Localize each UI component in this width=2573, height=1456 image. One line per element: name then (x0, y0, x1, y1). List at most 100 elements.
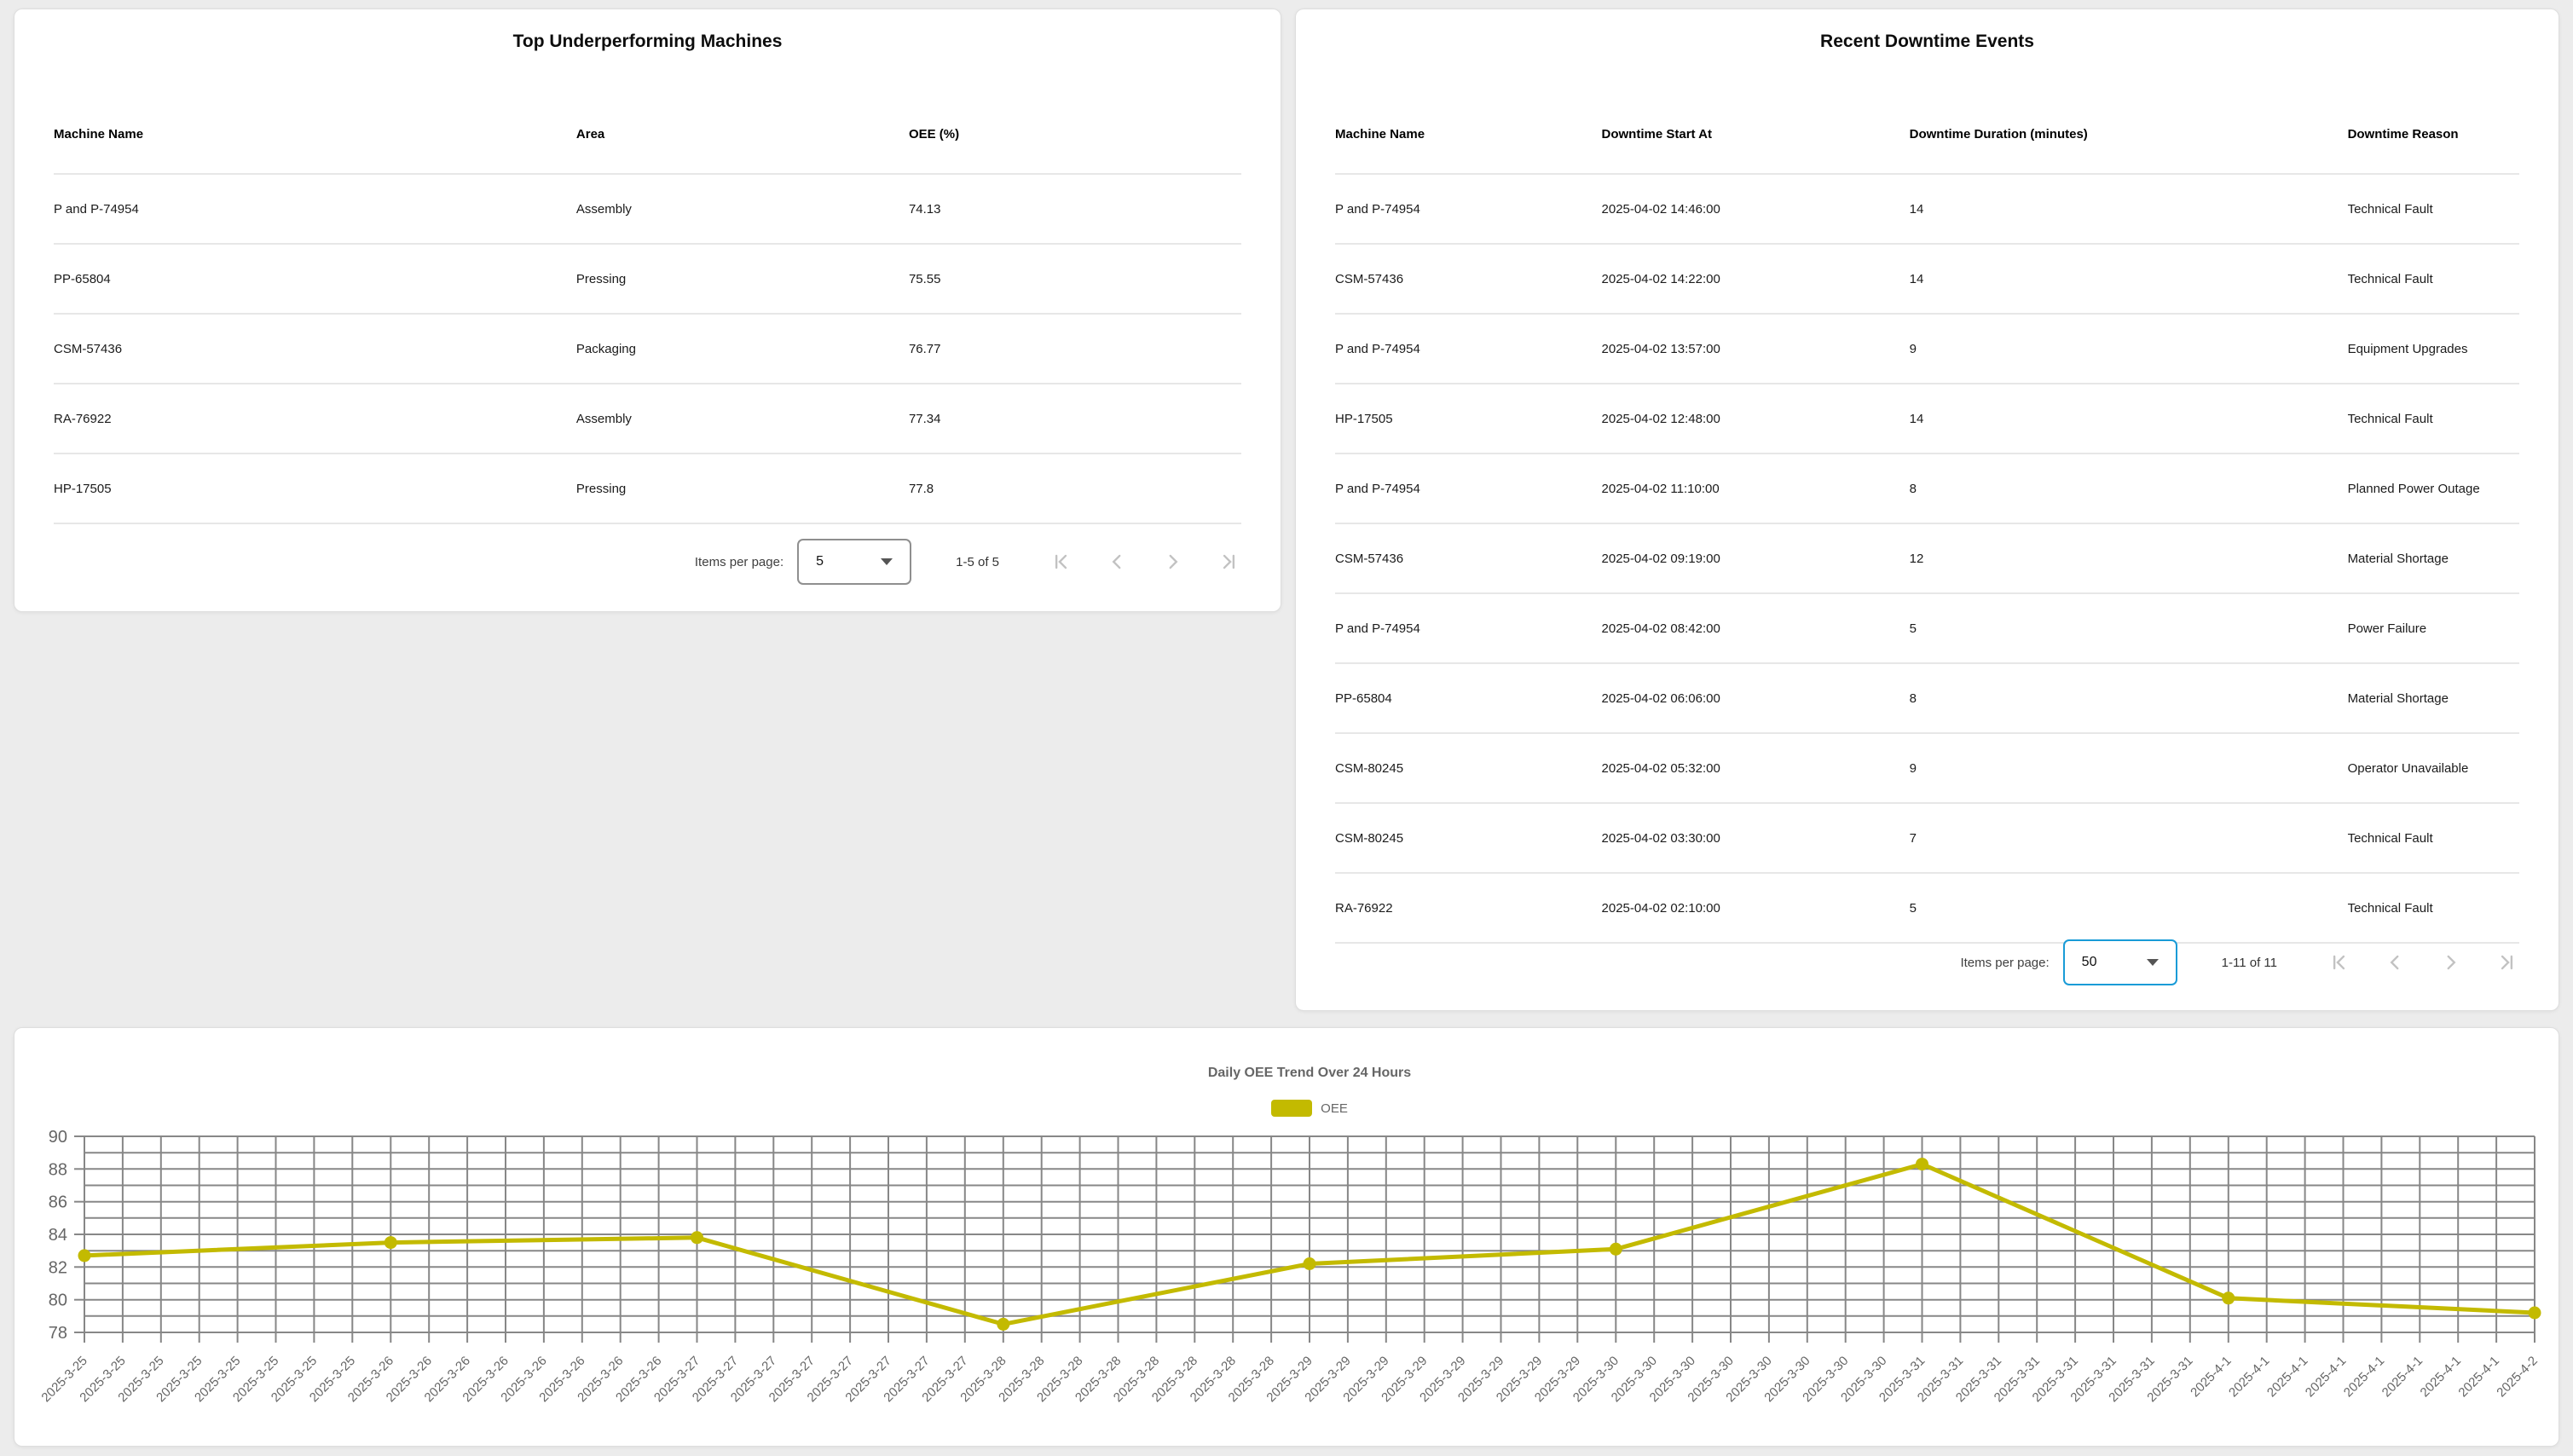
last-page-button[interactable] (1212, 545, 1246, 579)
table-cell: Technical Fault (2347, 271, 2433, 286)
table-cell: Equipment Upgrades (2347, 341, 2468, 356)
table-cell: 9 (1909, 341, 1917, 356)
table-cell: Packaging (575, 341, 636, 356)
table-cell: CSM-57436 (1335, 271, 1404, 286)
table-cell: 2025-04-02 08:42:00 (1601, 621, 1720, 636)
svg-text:80: 80 (49, 1291, 67, 1310)
svg-text:90: 90 (49, 1128, 67, 1147)
chevron-right-icon (1169, 554, 1178, 569)
table-cell: P and P-74954 (1335, 341, 1420, 356)
page-size-select[interactable]: 50 (2062, 939, 2177, 985)
table-row: HP-17505 2025-04-02 12:48:00 14 Technical F… (1335, 384, 2519, 454)
chevron-right-button[interactable] (2434, 945, 2468, 979)
table-cell: 8 (1909, 690, 1917, 706)
table-cell: Technical Fault (2347, 411, 2433, 426)
legend-swatch-oee (1271, 1100, 1313, 1117)
table-cell: 2025-04-02 11:10:00 (1601, 481, 1720, 496)
table-row: CSM-57436 Packaging 76.77 (54, 315, 1241, 384)
table-row: P and P-74954 Assembly 74.13 (54, 175, 1241, 245)
underperforming-machines-table: Machine Name Area OEE (%) P and P-74954 Asse… (54, 95, 1241, 524)
paginator-downtime: Items per page: 50 1-11 of 11 (1960, 928, 2524, 997)
svg-text:2025-4-1: 2025-4-1 (2379, 1354, 2426, 1400)
chevron-left-button[interactable] (2378, 945, 2412, 979)
column-header: Downtime Start At (1601, 126, 1712, 142)
svg-text:2025-4-1: 2025-4-1 (2226, 1354, 2272, 1400)
first-page-button[interactable] (1044, 545, 1078, 579)
table-cell: CSM-57436 (1335, 551, 1404, 566)
chevron-right-button[interactable] (1156, 545, 1190, 579)
svg-text:78: 78 (49, 1324, 67, 1343)
table-cell: 5 (1909, 621, 1917, 636)
table-cell: 14 (1909, 201, 1924, 217)
downtime-events-table: Machine Name Downtime Start At Downtime Du… (1335, 95, 2519, 944)
table-cell: 12 (1909, 551, 1924, 566)
svg-text:2025-4-1: 2025-4-1 (2264, 1354, 2310, 1400)
table-cell: 2025-04-02 06:06:00 (1601, 690, 1720, 706)
svg-text:82: 82 (49, 1258, 67, 1277)
svg-text:2025-4-1: 2025-4-1 (2455, 1354, 2501, 1400)
table-cell: HP-17505 (1335, 411, 1393, 426)
table-cell: P and P-74954 (1335, 481, 1420, 496)
table-row: P and P-74954 2025-04-02 13:57:00 9 Equipme… (1335, 315, 2519, 384)
table-cell: 2025-04-02 13:57:00 (1601, 341, 1720, 356)
table-row: CSM-80245 2025-04-02 03:30:00 7 Technical F… (1335, 804, 2519, 874)
table-cell: 7 (1909, 830, 1917, 846)
last-page-icon (1223, 554, 1235, 569)
table-header-row: Machine Name Area OEE (%) (54, 95, 1241, 175)
table-cell: 14 (1909, 411, 1924, 426)
table-cell: 9 (1909, 760, 1917, 776)
column-header: Machine Name (54, 126, 144, 142)
first-page-button[interactable] (2321, 945, 2356, 979)
table-cell: P and P-74954 (54, 201, 139, 217)
table-cell: Assembly (575, 201, 632, 217)
table-cell: Material Shortage (2347, 551, 2449, 566)
table-row: HP-17505 Pressing 77.8 (54, 454, 1241, 524)
table-cell: PP-65804 (1335, 690, 1392, 706)
chevron-right-icon (2447, 955, 2456, 970)
table-row: P and P-74954 2025-04-02 11:10:00 8 Planned… (1335, 454, 2519, 524)
chevron-left-icon (1112, 554, 1121, 569)
dropdown-caret-icon (881, 558, 893, 565)
last-page-button[interactable] (2490, 945, 2524, 979)
table-cell: Power Failure (2347, 621, 2427, 636)
legend-label-oee: OEE (1321, 1101, 1348, 1116)
table-row: CSM-80245 2025-04-02 05:32:00 9 Operator Un… (1335, 734, 2519, 804)
page-range-label: 1-11 of 11 (2221, 955, 2277, 970)
table-cell: 2025-04-02 12:48:00 (1601, 411, 1720, 426)
table-cell: PP-65804 (54, 271, 111, 286)
items-per-page-label: Items per page: (1960, 955, 2050, 970)
chart-title: Daily OEE Trend Over 24 Hours (1207, 1066, 1412, 1080)
table-cell: 14 (1909, 271, 1924, 286)
card-top-underperforming-machines: Top Underperforming Machines Machine Nam… (14, 9, 1281, 612)
page-title-underperforming: Top Underperforming Machines (512, 32, 783, 51)
table-cell: CSM-80245 (1335, 760, 1404, 776)
page-range-label: 1-5 of 5 (956, 554, 999, 569)
column-header: Downtime Reason (2347, 126, 2459, 142)
column-header: OEE (%) (908, 126, 960, 142)
table-cell: 2025-04-02 14:22:00 (1601, 271, 1720, 286)
svg-text:2025-4-1: 2025-4-1 (2303, 1354, 2349, 1400)
table-cell: P and P-74954 (1335, 201, 1420, 217)
table-cell: 74.13 (908, 201, 941, 217)
chevron-left-button[interactable] (1100, 545, 1134, 579)
paginator-underperforming: Items per page: 5 1-5 of 5 (695, 528, 1246, 596)
page-size-select[interactable]: 5 (797, 539, 912, 585)
first-page-icon (2333, 955, 2345, 970)
table-cell: 76.77 (908, 341, 941, 356)
table-cell: Technical Fault (2347, 830, 2433, 846)
table-header-row: Machine Name Downtime Start At Downtime Du… (1335, 95, 2519, 175)
table-row: CSM-57436 2025-04-02 14:22:00 14 Technical … (1335, 245, 2519, 315)
table-row: CSM-57436 2025-04-02 09:19:00 12 Material S… (1335, 524, 2519, 594)
page-size-value: 50 (2081, 955, 2097, 969)
table-row: P and P-74954 2025-04-02 08:42:00 5 Power F… (1335, 594, 2519, 664)
table-cell: 2025-04-02 09:19:00 (1601, 551, 1720, 566)
card-recent-downtime-events: Recent Downtime Events Machine Name Downt… (1295, 9, 2559, 1011)
table-cell: Assembly (575, 411, 632, 426)
svg-text:2025-4-1: 2025-4-1 (2341, 1354, 2387, 1400)
table-cell: Technical Fault (2347, 201, 2433, 217)
svg-text:2025-4-1: 2025-4-1 (2188, 1354, 2234, 1400)
chevron-left-icon (2390, 955, 2399, 970)
last-page-icon (2501, 955, 2513, 970)
chart-legend: OEE (84, 1100, 2535, 1117)
column-header: Area (575, 126, 605, 142)
